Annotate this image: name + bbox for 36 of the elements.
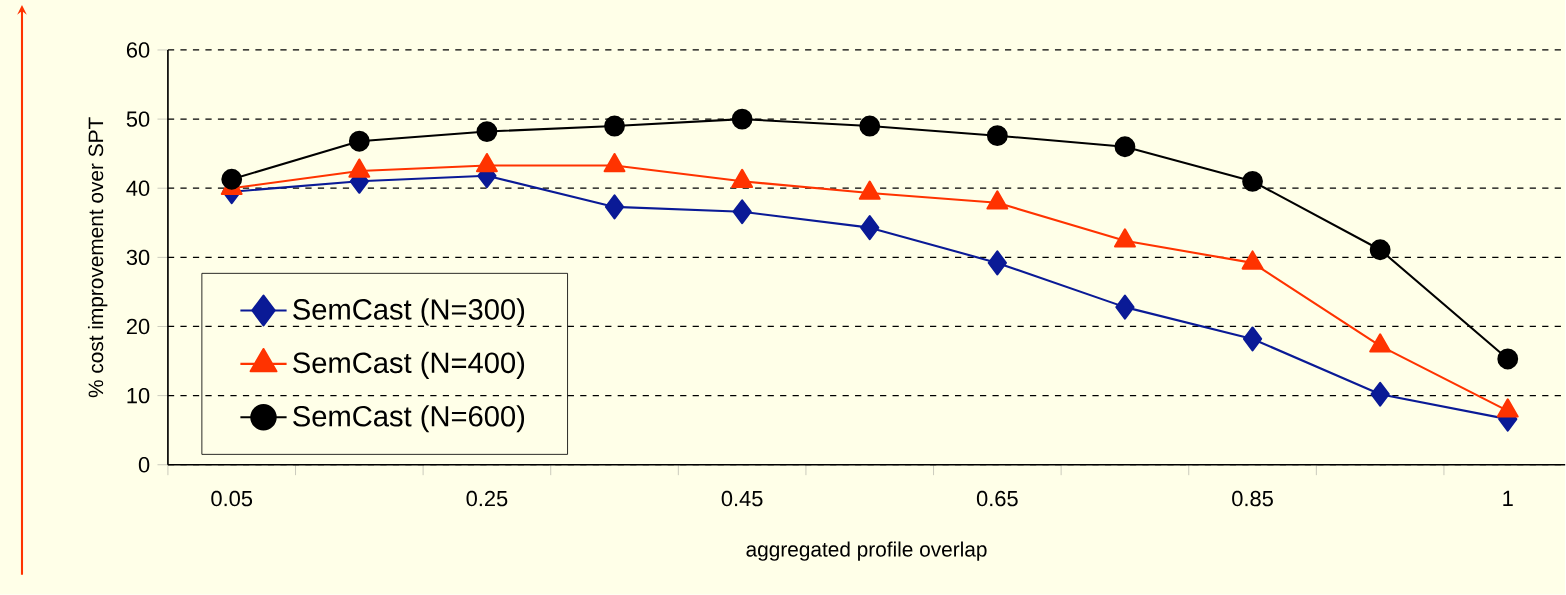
y-tick-label: 40 (126, 180, 150, 197)
point (221, 169, 243, 190)
x-tick-label: 0.85 (1232, 491, 1273, 507)
legend-label: SemCast (N=400) (293, 351, 525, 380)
point (1369, 239, 1391, 261)
point (986, 125, 1008, 147)
point (1242, 171, 1263, 192)
legend-label: SemCast (N=600) (293, 405, 525, 433)
point (1114, 136, 1136, 158)
point (1115, 294, 1135, 320)
point (1370, 381, 1390, 407)
x-tick-label: 0.45 (721, 491, 763, 507)
y-tick-label: 20 (126, 318, 150, 335)
point (604, 194, 625, 220)
y-tick-label: 50 (126, 111, 150, 128)
x-tick-label: 0.25 (466, 491, 508, 507)
x-tick-label: 0.65 (976, 491, 1018, 507)
y-tick-label: 60 (126, 42, 150, 58)
y-tick-label: 0 (138, 457, 150, 473)
point (987, 250, 1007, 276)
point (476, 121, 498, 143)
y-axis-title: % cost improvement over SPT (87, 117, 108, 398)
point (860, 215, 880, 241)
point (731, 108, 753, 130)
point (1242, 326, 1263, 352)
point (732, 199, 752, 225)
y-tick-label: 10 (127, 388, 150, 404)
point (1497, 348, 1519, 370)
point (859, 115, 881, 137)
x-tick-label: 1 (1503, 491, 1513, 507)
y-tick-label: 30 (126, 249, 150, 266)
x-tick-label: 0.05 (211, 491, 253, 507)
x-axis-title: aggregated profile overlap (746, 541, 987, 561)
point (604, 115, 625, 137)
point (348, 130, 370, 152)
legend-label: SemCast (N=300) (293, 298, 525, 326)
